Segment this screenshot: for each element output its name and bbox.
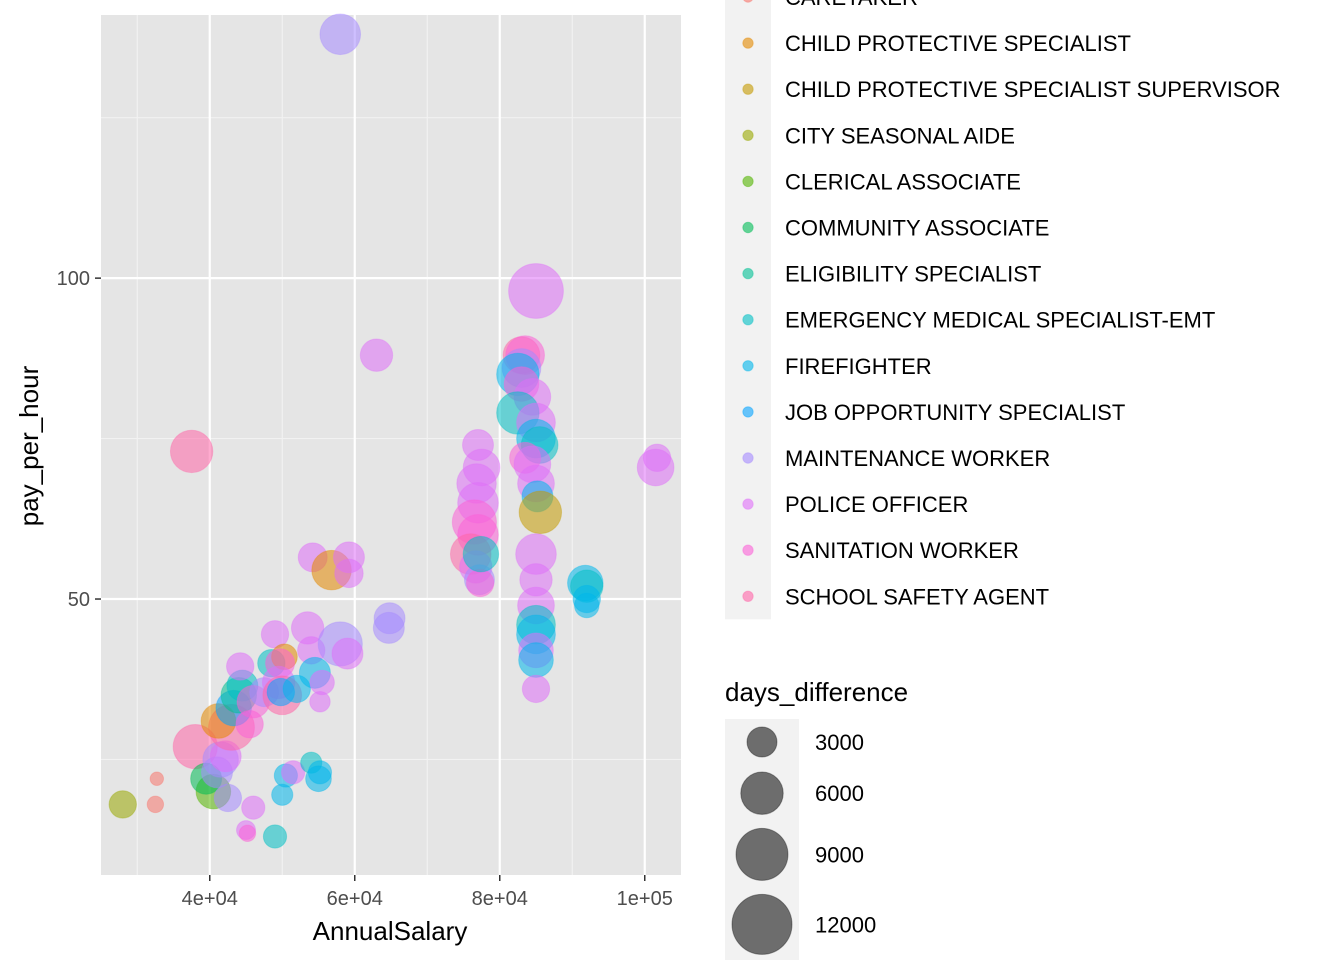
data-point xyxy=(226,652,255,681)
legend-label: EMERGENCY MEDICAL SPECIALIST-EMT xyxy=(785,308,1215,333)
data-point xyxy=(508,263,564,319)
data-point xyxy=(574,592,600,619)
color-legend-key-background xyxy=(725,0,771,620)
legend-key-job-opportunity-specialist xyxy=(742,406,754,418)
legend-label: CHILD PROTECTIVE SPECIALIST SUPERVISOR xyxy=(785,77,1281,102)
data-point xyxy=(309,690,331,713)
legend-key-clerical-associate xyxy=(742,175,754,188)
data-point xyxy=(260,620,290,649)
legend-label: SANITATION WORKER xyxy=(785,538,1019,563)
legend-label: CARETAKER xyxy=(785,0,918,10)
data-point xyxy=(518,490,563,535)
legend-key-community-associate xyxy=(742,221,754,234)
data-point xyxy=(146,795,165,814)
legend-key-maintenance-worker xyxy=(742,452,754,464)
data-point xyxy=(465,568,495,598)
data-point xyxy=(372,611,405,644)
data-point xyxy=(149,771,165,786)
size-legend-key xyxy=(735,827,789,881)
size-legend-label: 12000 xyxy=(815,912,876,937)
data-point xyxy=(271,783,294,806)
y-tick-label: 100 xyxy=(57,268,90,290)
legend-label: CLERICAL ASSOCIATE xyxy=(785,169,1021,194)
data-point xyxy=(108,790,137,819)
axes: 4e+04 6e+04 8e+04 1e+05 50 100 xyxy=(57,268,673,910)
data-point xyxy=(262,824,288,849)
data-point xyxy=(309,669,335,696)
size-legend: 3000 6000 9000 12000 xyxy=(725,719,876,960)
legend-key-eligibility-specialist xyxy=(742,267,754,280)
data-point xyxy=(238,824,257,842)
legend-label: JOB OPPORTUNITY SPECIALIST xyxy=(785,400,1125,425)
legend-label: POLICE OFFICER xyxy=(785,492,968,517)
legend-key-sanitation-worker xyxy=(742,544,754,556)
data-point xyxy=(642,443,672,473)
x-tick-label: 4e+04 xyxy=(182,888,238,910)
size-legend-key xyxy=(731,893,793,955)
data-points xyxy=(108,13,675,849)
legend-key-firefighter xyxy=(742,360,754,372)
legend-label: FIREFIGHTER xyxy=(785,354,932,379)
legend-label: COMMUNITY ASSOCIATE xyxy=(785,216,1049,241)
legend-label: CITY SEASONAL AIDE xyxy=(785,123,1015,148)
x-tick-label: 8e+04 xyxy=(472,888,528,910)
data-point xyxy=(213,783,243,813)
x-tick-label: 6e+04 xyxy=(327,888,383,910)
legend-key-caretaker xyxy=(743,0,753,3)
data-point xyxy=(331,637,364,670)
size-legend-label: 3000 xyxy=(815,730,864,755)
legend-label: SCHOOL SAFETY AGENT xyxy=(785,584,1049,609)
size-legend-key xyxy=(740,771,784,815)
legend-key-emergency-medical-specialist-emt xyxy=(742,314,754,326)
x-tick-label: 1e+05 xyxy=(617,888,673,910)
legend-key-city-seasonal-aide xyxy=(742,129,754,142)
data-point xyxy=(169,429,214,474)
data-point xyxy=(334,558,364,589)
data-point xyxy=(359,338,394,372)
size-legend-label: 6000 xyxy=(815,781,864,806)
legend-key-child-protective-specialist-supervisor xyxy=(742,83,754,95)
legend-label: CHILD PROTECTIVE SPECIALIST xyxy=(785,31,1131,56)
data-point xyxy=(281,760,306,785)
legend-key-police-officer xyxy=(742,498,754,510)
x-axis-title: AnnualSalary xyxy=(313,916,468,946)
color-legend: CARETAKER CHILD PROTECTIVE SPECIALIST CHIL… xyxy=(725,0,1281,620)
data-point xyxy=(518,642,554,678)
data-point xyxy=(521,674,551,704)
data-point xyxy=(319,13,362,56)
size-legend-label: 9000 xyxy=(815,842,864,867)
legend-label: MAINTENANCE WORKER xyxy=(785,446,1050,471)
data-point xyxy=(241,795,266,820)
legend-key-child-protective-specialist xyxy=(742,37,754,49)
y-axis-title: pay_per_hour xyxy=(14,365,44,526)
y-tick-label: 50 xyxy=(68,589,90,611)
data-point xyxy=(462,535,500,573)
legend-key-school-safety-agent xyxy=(742,590,754,602)
data-point xyxy=(307,760,333,785)
size-legend-key xyxy=(746,726,778,758)
size-legend-title: days_difference xyxy=(725,677,908,707)
legend-label: ELIGIBILITY SPECIALIST xyxy=(785,262,1041,287)
